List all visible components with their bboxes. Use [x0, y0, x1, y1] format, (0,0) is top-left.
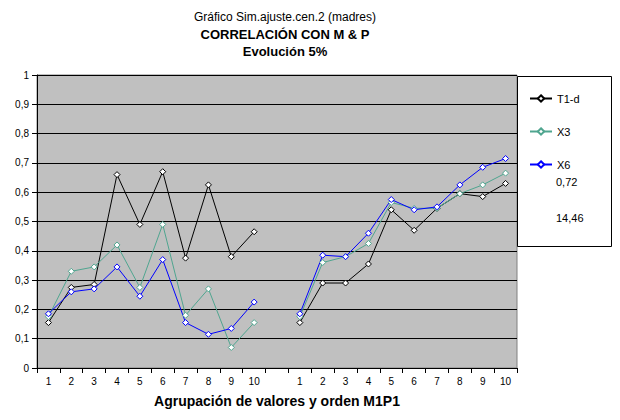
svg-text:14,46: 14,46 — [556, 212, 584, 224]
svg-text:0,7: 0,7 — [15, 157, 29, 168]
svg-text:0,2: 0,2 — [15, 304, 29, 315]
svg-text:0,1: 0,1 — [15, 333, 29, 344]
svg-text:1: 1 — [297, 376, 303, 387]
svg-text:8: 8 — [206, 376, 212, 387]
svg-text:X3: X3 — [557, 126, 570, 138]
svg-text:Agrupación de valores y orden: Agrupación de valores y orden M1P1 — [154, 393, 400, 409]
svg-text:7: 7 — [183, 376, 189, 387]
svg-text:5: 5 — [137, 376, 143, 387]
svg-text:6: 6 — [160, 376, 166, 387]
svg-text:Gráfico Sim.ajuste.cen.2 (madr: Gráfico Sim.ajuste.cen.2 (madres) — [194, 10, 376, 24]
svg-text:0,9: 0,9 — [15, 99, 29, 110]
svg-text:9: 9 — [480, 376, 486, 387]
svg-text:5: 5 — [389, 376, 395, 387]
svg-text:10: 10 — [500, 376, 512, 387]
svg-text:9: 9 — [229, 376, 235, 387]
svg-text:6: 6 — [411, 376, 417, 387]
svg-text:3: 3 — [343, 376, 349, 387]
svg-text:3: 3 — [91, 376, 97, 387]
svg-text:0,8: 0,8 — [15, 128, 29, 139]
svg-text:0,4: 0,4 — [15, 245, 29, 256]
svg-text:T1-d: T1-d — [557, 93, 580, 105]
svg-text:CORRELACIÓN CON M & P: CORRELACIÓN CON M & P — [201, 27, 370, 42]
svg-text:4: 4 — [114, 376, 120, 387]
svg-text:2: 2 — [320, 376, 326, 387]
svg-text:4: 4 — [366, 376, 372, 387]
svg-text:1: 1 — [23, 70, 29, 81]
svg-text:1: 1 — [46, 376, 52, 387]
svg-text:8: 8 — [457, 376, 463, 387]
svg-text:0,3: 0,3 — [15, 275, 29, 286]
svg-text:Evolución 5%: Evolución 5% — [243, 44, 328, 59]
svg-text:0: 0 — [23, 363, 29, 374]
svg-text:7: 7 — [434, 376, 440, 387]
svg-text:2: 2 — [69, 376, 75, 387]
svg-text:0,5: 0,5 — [15, 216, 29, 227]
svg-text:10: 10 — [249, 376, 261, 387]
svg-text:0,72: 0,72 — [556, 176, 577, 188]
svg-text:0,6: 0,6 — [15, 187, 29, 198]
svg-text:X6: X6 — [557, 159, 570, 171]
